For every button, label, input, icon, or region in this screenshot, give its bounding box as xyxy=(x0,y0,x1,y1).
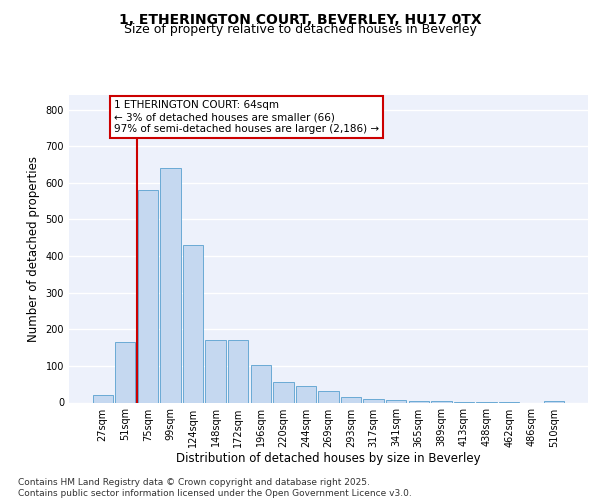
Bar xyxy=(183,245,203,402)
Bar xyxy=(251,365,271,403)
Text: 1, ETHERINGTON COURT, BEVERLEY, HU17 0TX: 1, ETHERINGTON COURT, BEVERLEY, HU17 0TX xyxy=(119,12,481,26)
Bar xyxy=(205,340,226,402)
Bar xyxy=(544,400,565,402)
Bar xyxy=(364,399,384,402)
Bar xyxy=(160,168,181,402)
Text: 1 ETHERINGTON COURT: 64sqm
← 3% of detached houses are smaller (66)
97% of semi-: 1 ETHERINGTON COURT: 64sqm ← 3% of detac… xyxy=(114,100,379,134)
Bar xyxy=(341,397,361,402)
Bar xyxy=(386,400,406,402)
Text: Contains HM Land Registry data © Crown copyright and database right 2025.
Contai: Contains HM Land Registry data © Crown c… xyxy=(18,478,412,498)
Bar xyxy=(273,382,293,402)
Text: Size of property relative to detached houses in Beverley: Size of property relative to detached ho… xyxy=(124,22,476,36)
Bar xyxy=(409,400,429,402)
Bar xyxy=(296,386,316,402)
Y-axis label: Number of detached properties: Number of detached properties xyxy=(27,156,40,342)
X-axis label: Distribution of detached houses by size in Beverley: Distribution of detached houses by size … xyxy=(176,452,481,466)
Bar xyxy=(115,342,136,402)
Bar xyxy=(138,190,158,402)
Bar xyxy=(319,391,338,402)
Bar xyxy=(228,340,248,402)
Bar xyxy=(92,395,113,402)
